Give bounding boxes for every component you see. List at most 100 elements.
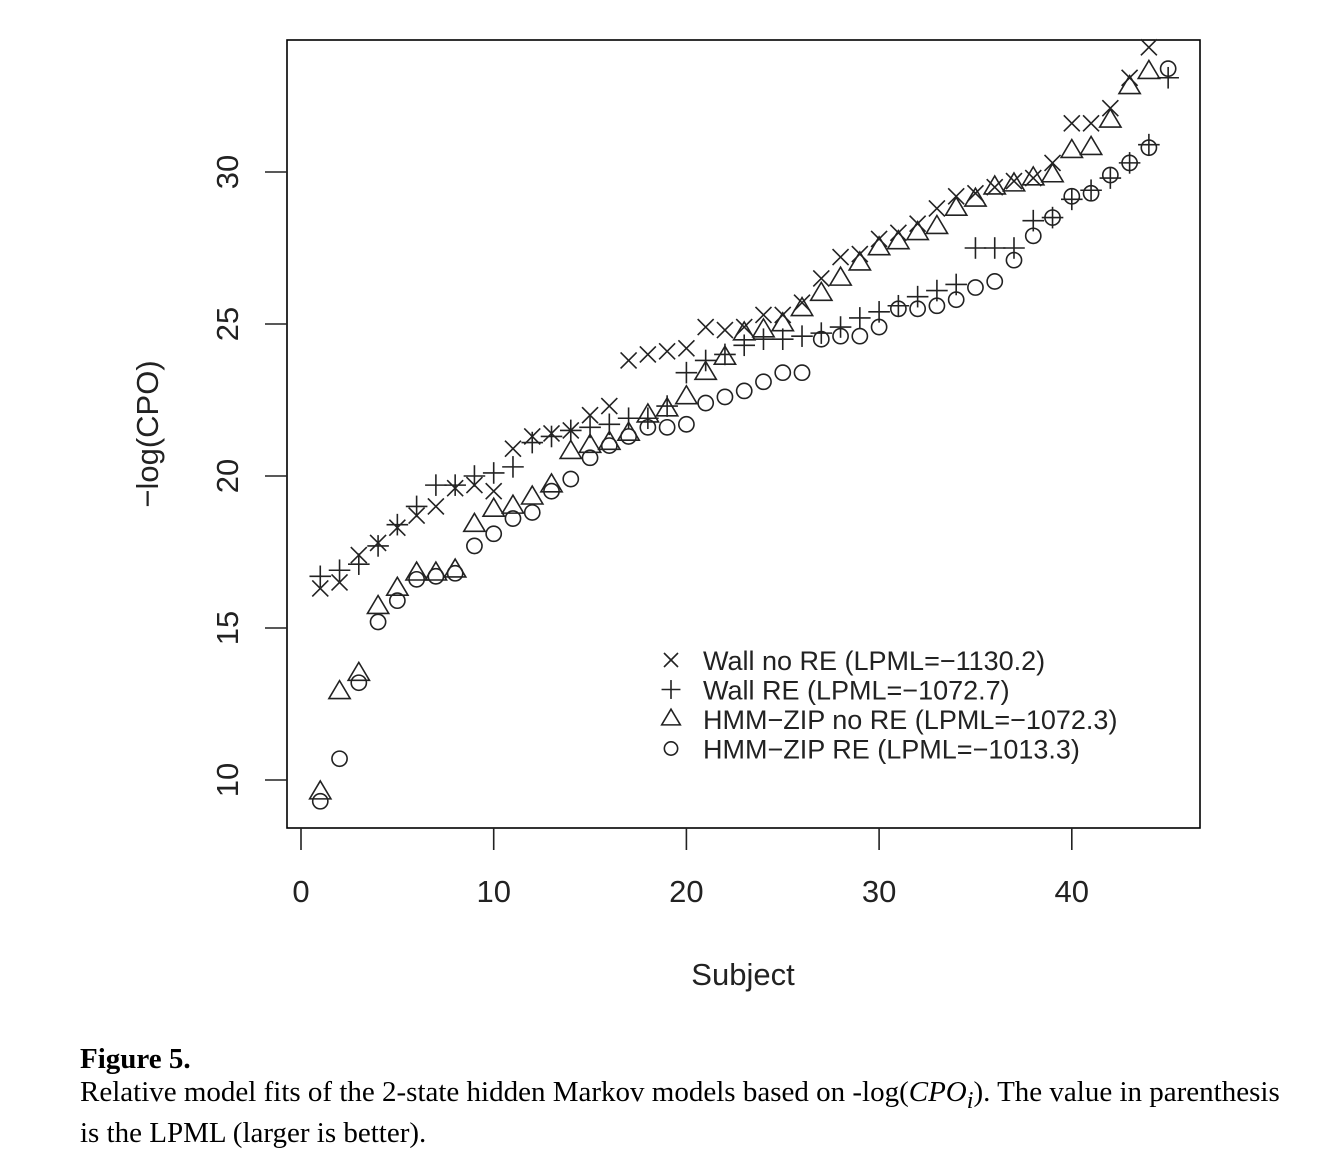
point-series-3 [924,213,949,235]
point-series-2 [405,495,428,518]
point-series-3 [1059,137,1084,159]
point-series-2 [752,328,775,350]
point-series-1 [1024,169,1042,187]
point-series-3 [308,779,333,800]
x-tick-label: 40 [1055,874,1089,909]
point-series-2 [849,307,871,329]
x-tick-label: 10 [476,874,510,909]
point-series-4 [735,382,753,400]
point-series-1 [581,406,599,424]
point-series-4 [755,373,772,391]
point-series-1 [774,306,792,324]
point-series-4 [1121,154,1139,172]
point-series-4 [331,750,348,768]
point-series-4 [947,291,965,309]
point-series-2 [637,407,659,430]
point-series-4 [909,300,927,318]
legend-label-2: Wall RE (LPML=−1072.7) [703,676,1010,706]
point-series-4 [697,394,715,412]
point-series-3 [1117,74,1142,95]
point-series-1 [1121,69,1139,87]
legend-symbol-3 [660,707,682,726]
point-series-3 [578,432,603,454]
point-series-4 [889,300,907,318]
x-axis-label: Subject [691,957,795,992]
point-series-2 [675,361,698,384]
point-series-4 [928,297,946,315]
point-series-2 [425,474,447,496]
point-series-2 [444,474,466,496]
point-series-2 [348,553,370,575]
point-series-4 [1082,184,1100,202]
caption-subscript: i [966,1086,974,1114]
point-series-2 [733,334,756,357]
caption-cpo: CPO [908,1076,967,1108]
y-tick-label: 25 [210,307,245,341]
point-series-1 [639,345,657,363]
point-series-1 [754,306,773,324]
point-series-3 [481,496,506,517]
point-series-3 [366,593,391,615]
point-series-3 [1079,134,1104,156]
point-series-3 [770,311,795,332]
point-series-2 [367,535,389,557]
point-series-3 [886,229,911,250]
point-series-3 [1136,58,1161,80]
point-series-1 [677,339,695,357]
point-series-2 [482,462,505,484]
point-series-3 [1021,165,1046,186]
point-series-4 [1063,187,1081,205]
point-series-4 [716,388,734,406]
point-series-4 [523,504,541,521]
point-series-2 [810,322,833,344]
point-series-4 [967,279,984,296]
point-series-1 [831,248,850,266]
legend-label-1: Wall no RE (LPML=−1130.2) [703,646,1045,676]
x-tick-label: 0 [292,874,309,909]
y-axis-label: −log(CPO) [130,360,165,507]
point-series-2 [1003,237,1025,259]
point-series-4 [639,418,657,436]
point-series-1 [1140,38,1158,56]
point-series-1 [427,497,445,515]
point-series-3 [847,250,872,271]
point-series-4 [774,364,792,382]
y-tick-label: 15 [210,611,245,645]
point-series-3 [1040,162,1065,183]
point-series-2 [964,237,987,259]
point-series-4 [658,418,676,436]
x-tick-label: 20 [669,874,703,909]
point-series-2 [791,325,813,347]
point-series-4 [851,327,869,345]
point-series-3 [732,320,757,341]
point-series-1 [620,351,638,370]
point-series-1 [909,215,927,233]
point-series-4 [1140,139,1158,157]
point-series-3 [809,280,834,302]
point-series-2 [1157,66,1179,89]
point-series-4 [1024,227,1042,245]
caption-text-before: Relative model fits of the 2-state hidde… [80,1076,909,1108]
point-series-2 [540,425,563,448]
point-series-1 [485,482,503,500]
caption-text-after: ). The value in parenthesis is the LPML … [80,1076,1280,1149]
point-series-3 [674,384,699,405]
caption-title: Figure 5. [80,1043,191,1075]
point-series-3 [385,575,410,597]
point-series-4 [408,570,426,588]
point-series-1 [716,321,734,339]
point-series-2 [829,316,852,338]
point-series-1 [504,440,522,458]
point-series-1 [870,230,888,248]
point-series-4 [986,273,1004,290]
legend-symbol-2 [661,680,681,699]
point-series-1 [851,245,869,263]
point-series-2 [559,419,582,442]
point-series-3 [539,472,564,493]
figure-caption: Figure 5. Relative model fits of the 2-s… [80,1043,1280,1150]
point-series-3 [1098,107,1123,128]
point-series-4 [870,318,888,336]
point-series-1 [311,579,329,598]
point-series-4 [620,428,637,445]
point-series-4 [543,482,560,500]
